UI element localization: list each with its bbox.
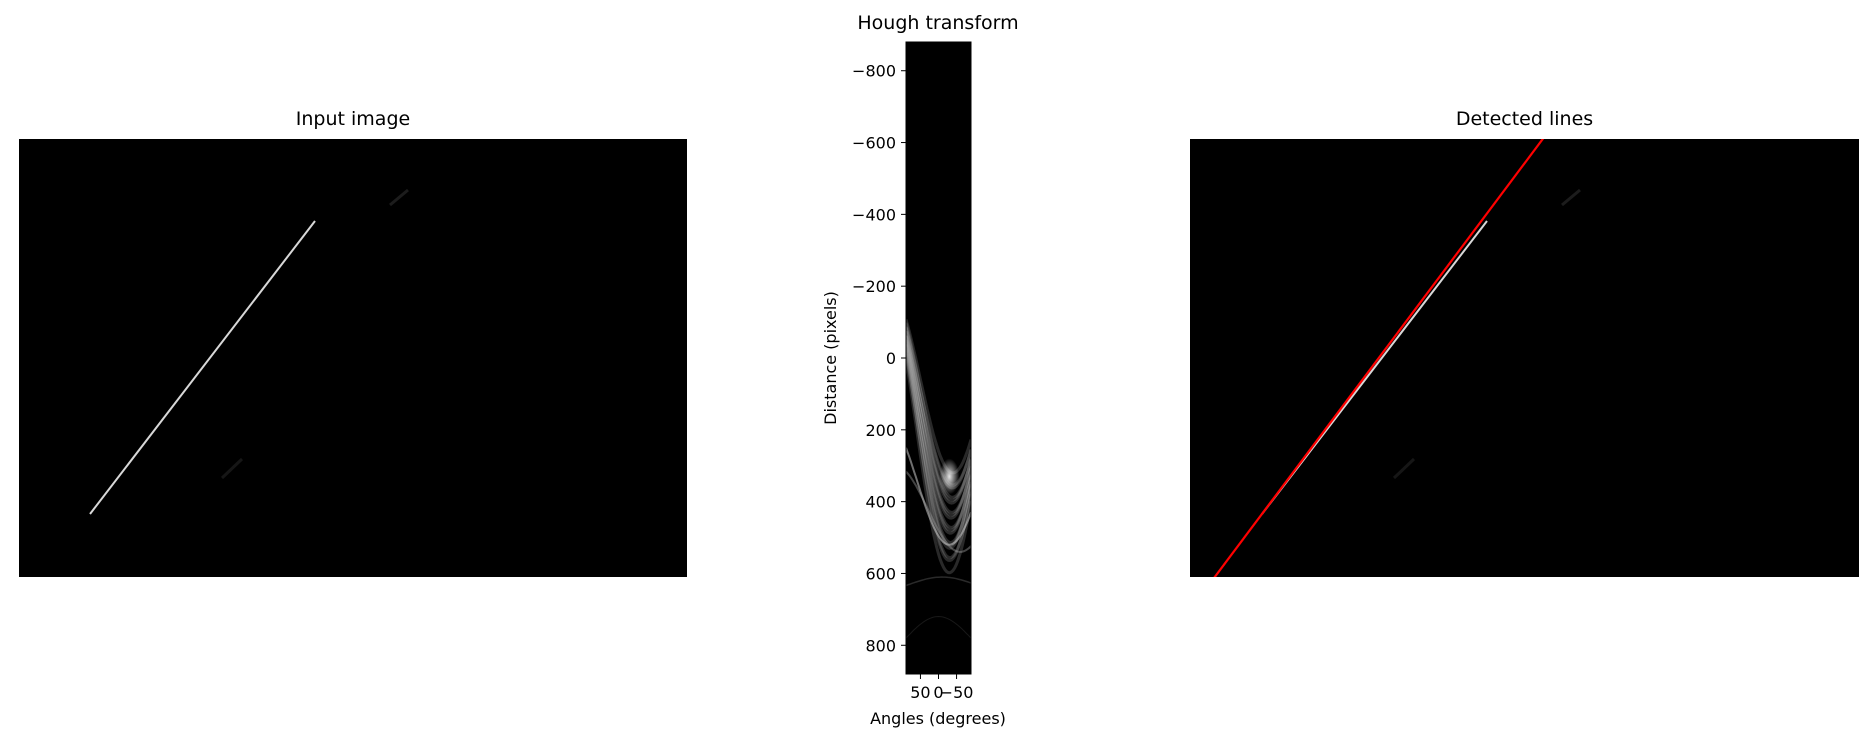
hough-y-tick-label: −600 xyxy=(852,134,896,153)
hough-curve xyxy=(906,335,971,517)
hough-accumulator xyxy=(906,319,971,639)
hough-curve xyxy=(906,322,971,490)
hough-peak xyxy=(939,458,960,495)
hough-curve xyxy=(906,326,971,505)
hough-curve xyxy=(906,359,971,575)
input-noise-mark xyxy=(220,457,244,480)
hough-curve xyxy=(906,344,971,547)
hough-x-tick-label: 50 xyxy=(910,683,930,702)
hough-curve xyxy=(906,339,971,532)
hough-curve xyxy=(906,335,971,499)
hough-curve xyxy=(906,350,971,563)
hough-y-tick-label: 600 xyxy=(865,564,896,583)
input-image-panel xyxy=(19,139,687,577)
input-image-background xyxy=(19,139,687,577)
hough-y-tick-label: 400 xyxy=(865,493,896,512)
hough-curve xyxy=(906,348,971,545)
hough-y-tick-label: 0 xyxy=(886,349,896,368)
detected-lines-panel xyxy=(1190,139,1859,577)
hough-x-tick-label: 0 xyxy=(933,683,943,702)
hough-y-tick-label: 200 xyxy=(865,421,896,440)
hough-curve xyxy=(906,331,971,502)
hough-curve xyxy=(906,343,971,530)
detected-noise-mark xyxy=(1561,188,1581,207)
detected-red-line xyxy=(1213,139,1545,577)
hough-accumulator-background xyxy=(906,42,971,674)
hough-y-tick-label: 800 xyxy=(865,636,896,655)
hough-y-axis-label: Distance (pixels) xyxy=(821,291,840,425)
hough-curve xyxy=(906,327,971,487)
detected-lines-title: Detected lines xyxy=(1455,108,1594,130)
hough-transform-title: Hough transform xyxy=(857,12,1019,34)
hough-x-tick-label: −50 xyxy=(940,683,974,702)
hough-curve xyxy=(906,470,971,553)
detected-noise-mark xyxy=(1392,457,1416,480)
hough-y-axis: −800 −600 −400 −200 0 200 400 600 800 xyxy=(852,62,906,655)
detected-image-background xyxy=(1190,139,1859,577)
input-image-title: Input image xyxy=(295,108,411,130)
hough-y-tick-label: −400 xyxy=(852,205,896,224)
hough-curve xyxy=(906,319,971,475)
input-noise-mark xyxy=(389,188,409,207)
input-line-segment xyxy=(89,220,316,515)
hough-curve xyxy=(906,447,971,546)
hough-curve xyxy=(906,330,971,520)
hough-curve xyxy=(906,576,971,587)
hough-x-axis-label: Angles (degrees) xyxy=(870,709,1006,728)
hough-x-axis: 50 0−50 xyxy=(910,674,973,702)
hough-y-tick-label: −200 xyxy=(852,277,896,296)
hough-curve xyxy=(906,615,971,639)
hough-curve xyxy=(906,339,971,514)
hough-curve xyxy=(906,341,971,550)
hough-curve xyxy=(906,335,971,535)
hough-y-tick-label: −800 xyxy=(852,62,896,81)
